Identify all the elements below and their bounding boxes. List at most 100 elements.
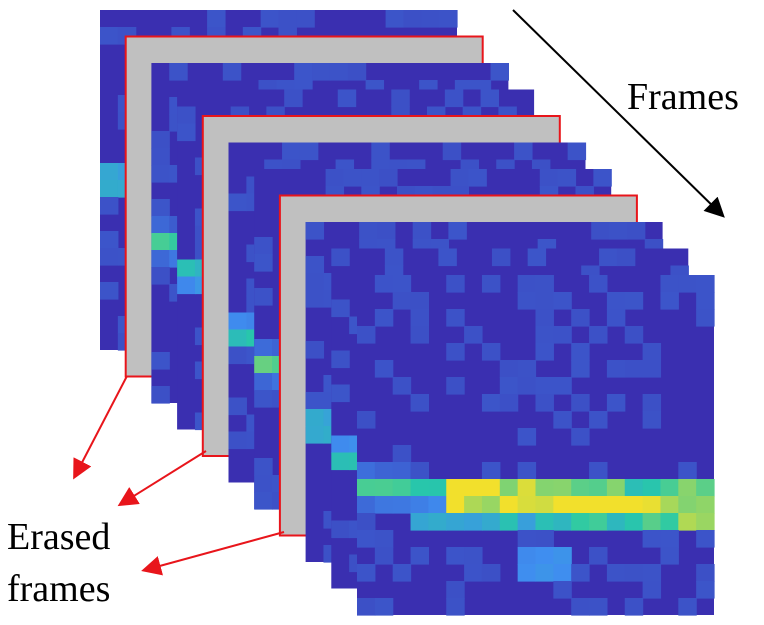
heatmap-cell <box>480 89 499 108</box>
heatmap-cell <box>228 431 247 450</box>
heatmap-cell <box>151 386 170 404</box>
heatmap-cell <box>374 598 394 616</box>
heatmap-cell <box>410 394 429 412</box>
heatmap-cell <box>571 564 590 582</box>
heatmap-cell <box>481 564 501 582</box>
heatmap-cell <box>391 89 410 108</box>
heatmap-cell <box>624 360 644 378</box>
heatmap-cell <box>374 547 394 565</box>
heatmap-cell <box>207 10 226 28</box>
heatmap-cell <box>606 564 626 582</box>
heatmap-cell <box>228 312 247 331</box>
heatmap-cell <box>305 222 325 240</box>
heatmap-cell <box>464 479 483 497</box>
heatmap-cell <box>169 63 188 81</box>
heatmap-cell <box>410 547 429 565</box>
heatmap-cell <box>606 292 626 310</box>
heatmap-cell <box>151 216 170 234</box>
heatmap-cell <box>642 496 662 514</box>
heatmap-cell <box>517 513 537 531</box>
heatmap-cell <box>553 292 572 310</box>
heatmap-cell <box>571 343 590 361</box>
heatmap-cell <box>100 231 119 249</box>
heatmap-cell <box>660 292 679 310</box>
heatmap-cell <box>228 193 247 212</box>
heatmap-cell <box>329 63 349 81</box>
heatmap-cell <box>589 411 608 429</box>
heatmap-cell <box>254 475 273 493</box>
heatmap-cell <box>499 377 519 395</box>
heatmap-cell <box>254 373 273 391</box>
heatmap-cell <box>616 248 636 267</box>
heatmap-cell <box>371 142 390 161</box>
frames-label: Frames <box>627 76 739 118</box>
heatmap-cell <box>357 411 376 429</box>
heatmap-cell <box>696 479 715 497</box>
heatmap-cell <box>553 581 572 599</box>
heatmap-cell <box>535 547 554 565</box>
heatmap-cell <box>403 10 422 28</box>
heatmap-cell <box>642 513 662 531</box>
heatmap-cell <box>228 397 247 416</box>
heatmap-cell <box>589 479 608 497</box>
heatmap-cell <box>535 343 554 361</box>
heatmap-cell <box>392 564 412 582</box>
heatmap-cell <box>254 458 273 476</box>
heatmap-cell <box>517 275 537 293</box>
heatmap-cell <box>254 492 273 510</box>
heatmap-cell <box>446 581 465 599</box>
erased-pointer-2 <box>117 450 207 507</box>
heatmap-cell <box>357 496 376 514</box>
heatmap-cell <box>374 530 394 548</box>
heatmap-frame <box>357 275 715 616</box>
heatmap-cell <box>331 384 350 403</box>
heatmap-cell <box>642 394 662 412</box>
heatmap-cell <box>517 479 537 497</box>
heatmap-cell <box>278 10 297 28</box>
frame-stack <box>100 10 715 616</box>
heatmap-cell <box>254 339 273 357</box>
heatmap-cell <box>347 63 367 81</box>
heatmap-cell <box>446 479 465 497</box>
heatmap-cell <box>696 496 715 514</box>
heatmap-cell <box>357 530 376 548</box>
heatmap-cell <box>100 163 119 181</box>
heatmap-cell <box>410 496 429 514</box>
heatmap-cell <box>571 394 590 412</box>
heatmap-cell <box>410 292 429 310</box>
heatmap-cell <box>392 275 412 293</box>
heatmap-cell <box>660 479 679 497</box>
heatmap-cell <box>392 377 412 395</box>
heatmap-cell <box>464 564 483 582</box>
heatmap-cell <box>410 513 429 531</box>
heatmap-cell <box>481 275 501 293</box>
heatmap-cell <box>626 222 646 240</box>
heatmap-cell <box>410 462 429 480</box>
heatmap-cell <box>481 496 501 514</box>
heatmap-cell <box>696 292 715 310</box>
heatmap-cell <box>325 169 345 187</box>
heatmap-cell <box>481 343 501 361</box>
heatmap-cell <box>337 89 357 108</box>
heatmap-cell <box>331 452 350 471</box>
heatmap-cell <box>678 496 697 514</box>
heatmap-cell <box>696 275 715 293</box>
heatmap-cell <box>331 435 350 454</box>
heatmap-cell <box>296 10 315 28</box>
heatmap-cell <box>535 292 554 310</box>
heatmap-cell <box>177 123 196 142</box>
heatmap-cell <box>438 248 457 267</box>
heatmap-cell <box>589 275 608 293</box>
heatmap-cell <box>100 27 119 45</box>
heatmap-cell <box>553 411 572 429</box>
heatmap-cell <box>499 513 519 531</box>
heatmap-cell <box>678 513 697 531</box>
heatmap-cell <box>481 462 501 480</box>
heatmap-cell <box>589 513 608 531</box>
heatmap-cell <box>660 513 679 531</box>
heatmap-cell <box>696 564 715 582</box>
heatmap-cell <box>553 479 572 497</box>
heatmap-cell <box>305 273 325 291</box>
heatmap-cell <box>444 89 464 108</box>
